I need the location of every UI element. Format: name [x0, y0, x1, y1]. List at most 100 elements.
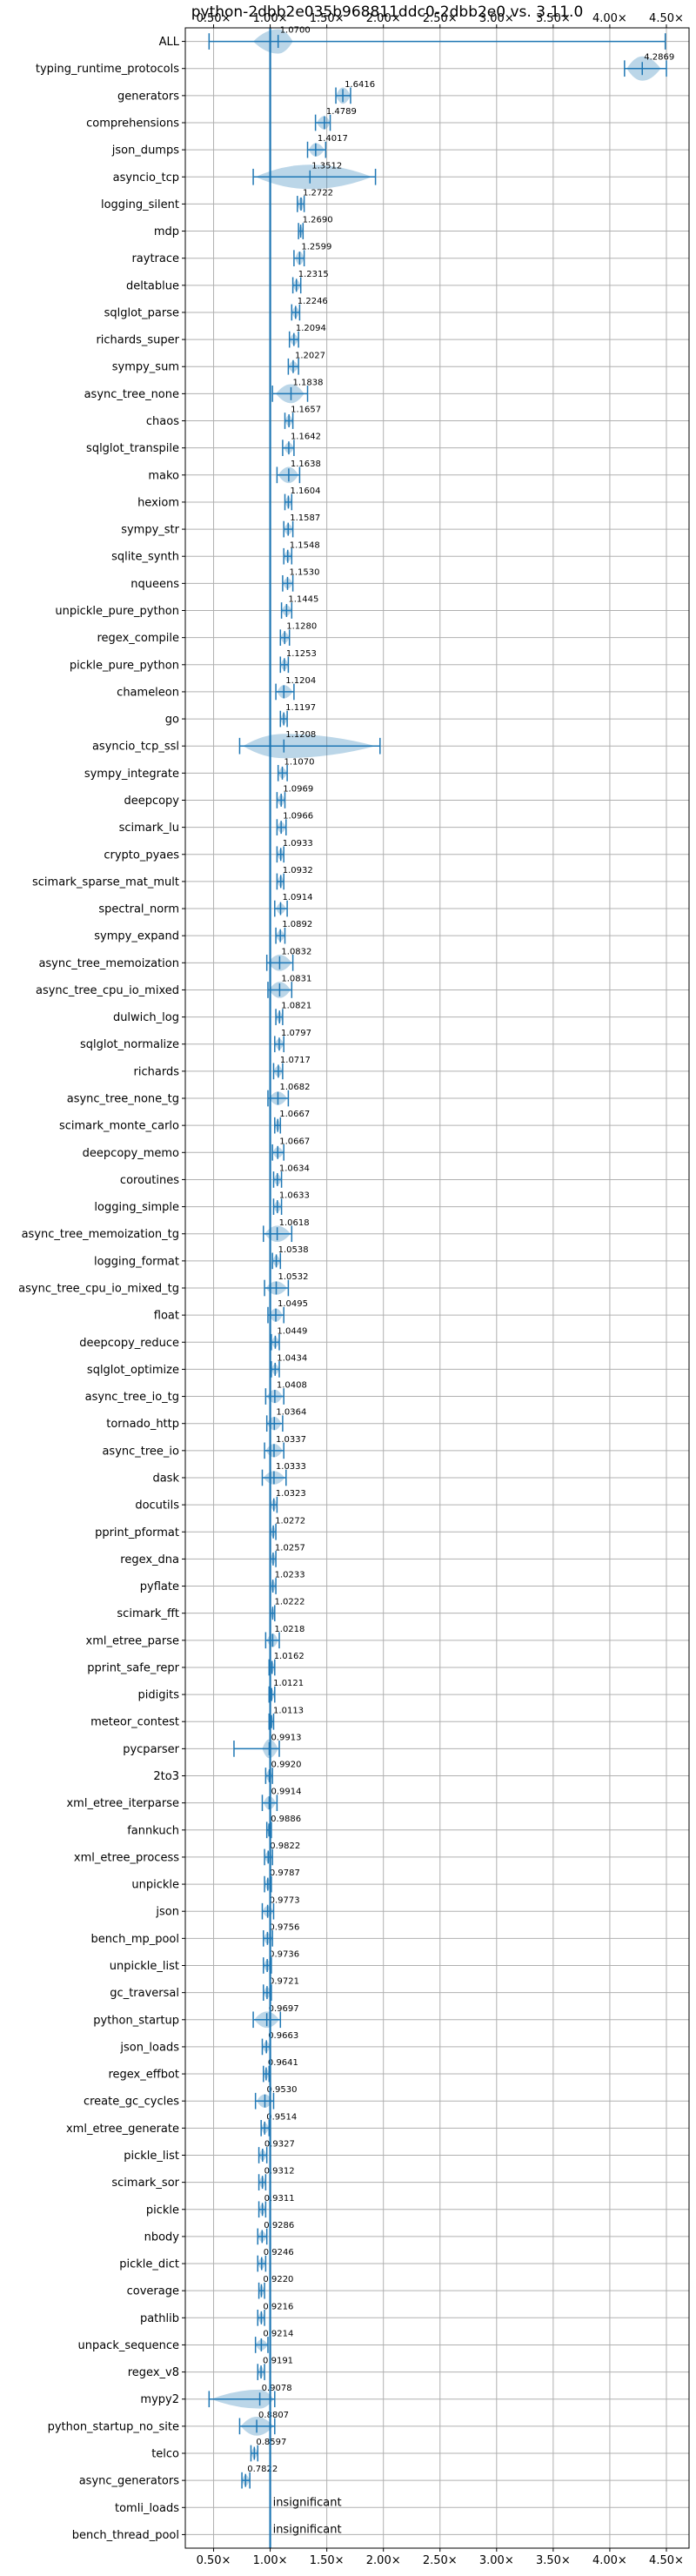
category-label: async_tree_none [84, 388, 179, 401]
value-label: 1.1070 [284, 757, 315, 767]
chart-title: python-2dbb2e035b968811ddc0-2dbb2e0 vs. … [191, 3, 584, 21]
value-label: 1.0821 [281, 1002, 311, 1011]
category-label: regex_v8 [128, 2366, 179, 2379]
category-label: asyncio_tcp_ssl [92, 741, 179, 754]
x-tick-label-bottom: 1.50× [310, 2554, 345, 2567]
value-label: 0.9663 [268, 2031, 298, 2041]
category-label: deltablue [126, 279, 179, 292]
value-label: 0.9246 [264, 2248, 294, 2257]
category-label: telco [151, 2448, 179, 2461]
value-label: 1.0797 [281, 1029, 311, 1038]
value-label: 1.0222 [274, 1598, 304, 1607]
value-label: 1.3512 [311, 161, 342, 171]
x-tick-label-bottom: 4.50× [649, 2554, 684, 2567]
value-label: 1.0932 [283, 866, 313, 875]
category-label: sqlglot_optimize [87, 1364, 179, 1377]
category-label: mdp [154, 225, 179, 238]
value-label: 1.0717 [280, 1056, 311, 1065]
category-label: pyflate [140, 1580, 179, 1593]
x-tick-label-bottom: 3.00× [479, 2554, 514, 2567]
value-label: 1.2027 [295, 351, 325, 360]
value-label: 1.0667 [279, 1110, 310, 1119]
x-tick-label-top: 1.00× [253, 12, 288, 25]
value-label: 1.6416 [345, 80, 375, 90]
x-tick-label-top: 2.50× [423, 12, 458, 25]
category-label: pickle [146, 2204, 179, 2217]
category-label: sqlite_synth [111, 551, 179, 564]
x-tick-label-bottom: 2.00× [366, 2554, 401, 2567]
value-label: 0.9721 [269, 1977, 299, 1987]
value-label: 0.9736 [269, 1950, 299, 1960]
category-label: sympy_expand [94, 930, 179, 943]
x-tick-label-bottom: 4.00× [592, 2554, 627, 2567]
category-label: float [154, 1310, 179, 1323]
value-label: 1.1838 [292, 378, 323, 387]
category-label: async_tree_cpu_io_mixed [36, 984, 179, 997]
category-label: richards [134, 1065, 180, 1078]
value-label: 1.0113 [273, 1706, 304, 1715]
value-label: 1.0121 [273, 1679, 304, 1688]
value-label: 1.1638 [291, 460, 321, 469]
value-label: 1.0272 [275, 1516, 305, 1526]
category-label: 2to3 [153, 1770, 179, 1783]
category-label: logging_format [94, 1255, 179, 1268]
category-label: fannkuch [127, 1824, 179, 1837]
category-label: sympy_sum [112, 361, 179, 374]
category-labels: ALL typing_runtime_protocols generators com… [18, 36, 180, 2542]
category-label: coverage [127, 2285, 179, 2298]
value-label: 1.1657 [291, 406, 321, 415]
value-label: 1.2246 [298, 297, 328, 306]
category-label: xml_etree_generate [66, 2123, 179, 2136]
category-label: scimark_monte_carlo [59, 1120, 179, 1133]
category-label: sqlglot_transpile [86, 442, 179, 455]
category-label: raytrace [131, 252, 179, 265]
x-tick-label-top: 3.50× [536, 12, 571, 25]
category-label: python_startup_no_site [48, 2420, 179, 2433]
value-label: 1.1204 [285, 676, 316, 686]
category-label: unpack_sequence [77, 2339, 179, 2352]
value-label: 1.0364 [276, 1408, 306, 1418]
category-label: regex_effbot [108, 2069, 179, 2082]
category-label: richards_super [96, 334, 179, 347]
x-axis-ticks: 0.50× 0.50× 1.00× 1.00× 1.50× 1.50× 2.00× 2.00×… [182, 12, 684, 2567]
category-label: pycparser [123, 1743, 179, 1756]
x-tick-label-bottom: 2.50× [423, 2554, 458, 2567]
x-tick-label-top: 1.50× [310, 12, 345, 25]
value-label: 4.2869 [644, 53, 674, 63]
value-label: 0.9641 [268, 2058, 298, 2068]
category-label: typing_runtime_protocols [36, 63, 179, 76]
value-label: 0.9078 [262, 2384, 292, 2393]
category-label: async_tree_cpu_io_mixed_tg [18, 1283, 179, 1296]
category-label: coroutines [120, 1174, 179, 1187]
value-label: 0.9286 [264, 2221, 294, 2231]
value-label: 0.9822 [270, 1841, 300, 1851]
category-label: regex_dna [120, 1553, 179, 1566]
value-label: 1.1280 [286, 622, 317, 632]
category-label: create_gc_cycles [84, 2096, 179, 2109]
category-label: unpickle_list [110, 1960, 179, 1973]
value-label: 0.9312 [264, 2167, 295, 2177]
value-label: 1.0532 [278, 1272, 309, 1282]
category-label: deepcopy_reduce [79, 1337, 179, 1350]
value-label: 1.0333 [276, 1462, 306, 1472]
value-label: 0.9214 [263, 2329, 293, 2338]
category-label: json_loads [119, 2041, 179, 2054]
value-label: 1.2094 [296, 324, 326, 333]
value-label: 1.1642 [291, 433, 321, 442]
category-label: docutils [135, 1499, 179, 1513]
value-label: 0.9530 [266, 2085, 297, 2095]
category-label: mako [148, 469, 179, 482]
value-label: 1.1604 [290, 486, 320, 496]
value-label: 1.0700 [280, 26, 311, 36]
category-label: async_tree_memoization [38, 957, 179, 970]
value-label: 1.0914 [282, 893, 312, 902]
value-label: 1.1197 [285, 703, 316, 713]
value-label: 1.1548 [290, 540, 320, 550]
category-label: xml_etree_parse [86, 1634, 179, 1647]
plot-frame [184, 27, 690, 2549]
value-label: 1.0495 [278, 1299, 308, 1309]
category-label: scimark_sor [111, 2177, 179, 2190]
category-label: deepcopy_memo [83, 1147, 179, 1160]
category-label: async_tree_io_tg [85, 1391, 179, 1404]
